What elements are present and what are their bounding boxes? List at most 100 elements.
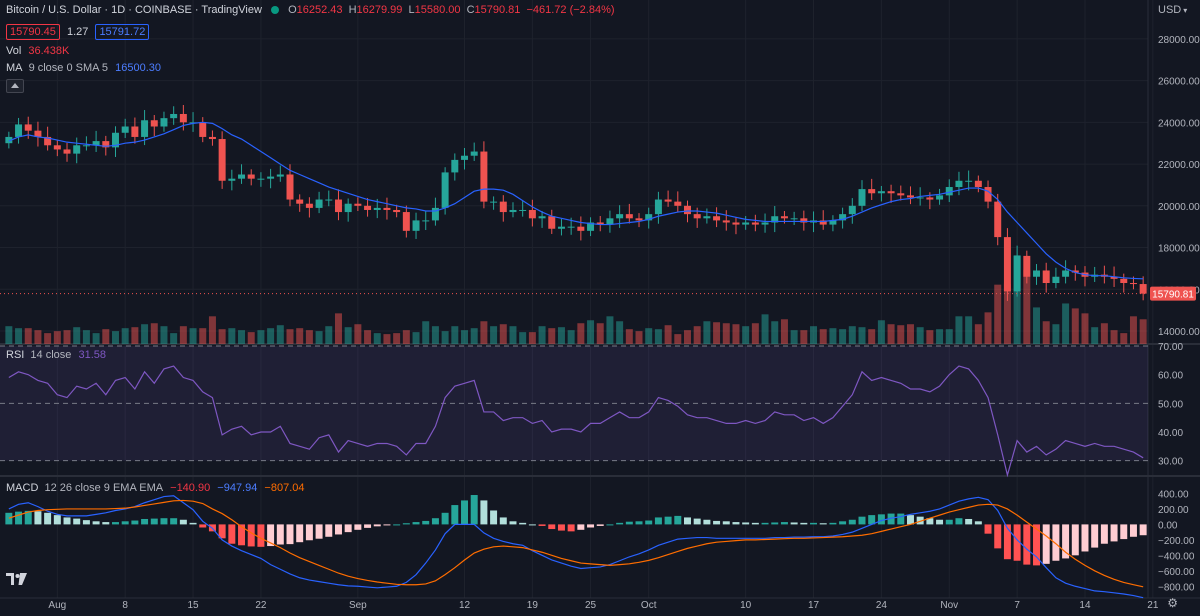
currency-selector[interactable]: USD ▾ <box>1158 4 1187 16</box>
candle-body <box>751 222 759 225</box>
macd-hist-value: −140.90 <box>170 482 211 494</box>
macd-hist-bar <box>247 524 255 547</box>
macd-hist-bar <box>926 518 934 525</box>
macd-hist-bar <box>887 513 895 525</box>
candle-body <box>557 226 565 229</box>
volume-bar <box>761 314 769 344</box>
volume-bar <box>257 330 265 344</box>
macd-hist-bar <box>461 500 468 525</box>
collapse-legend-icon[interactable] <box>6 79 24 93</box>
volume-bar <box>112 331 119 344</box>
tradingview-logo-icon[interactable] <box>6 572 28 586</box>
macd-hist-bar <box>606 524 614 526</box>
rsi-tick-label: 50.00 <box>1158 399 1183 410</box>
macd-signal-value: −807.04 <box>264 482 305 494</box>
candle-body <box>819 220 827 225</box>
candle-body <box>112 132 119 148</box>
macd-hist-bar <box>771 522 779 525</box>
volume-bar <box>276 325 284 344</box>
volume-bar <box>868 329 876 344</box>
macd-hist-bar <box>92 521 100 525</box>
candle-body <box>470 151 478 156</box>
candle-body <box>635 218 643 221</box>
gear-icon[interactable]: ⚙ <box>1167 596 1178 610</box>
volume-bar <box>577 323 585 344</box>
candle-body <box>461 155 468 160</box>
price-tick-label: 14000.00 <box>1158 327 1200 338</box>
candle-body <box>422 220 430 222</box>
macd-hist-bar <box>1091 524 1099 548</box>
candle-body <box>160 118 168 127</box>
volume-bar <box>451 326 459 344</box>
volume-bar <box>179 326 187 344</box>
symbol-legend: Bitcoin / U.S. Dollar · 1D · COINBASE · … <box>6 4 615 16</box>
time-tick-label: 21 <box>1147 600 1159 611</box>
volume-bar <box>218 329 226 344</box>
volume-bar <box>1003 283 1011 344</box>
volume-bar <box>470 328 478 344</box>
time-tick-label: 17 <box>808 600 820 611</box>
macd-hist-bar <box>24 510 32 525</box>
macd-hist-bar <box>179 519 187 525</box>
candle-body <box>179 113 187 123</box>
candle-body <box>800 218 808 223</box>
volume-bar <box>247 332 255 344</box>
volume-bar <box>674 334 682 344</box>
candle-body <box>276 174 284 177</box>
candle-body <box>645 214 653 221</box>
volume-bar <box>1062 303 1070 344</box>
high-value: 16279.99 <box>356 4 403 16</box>
symbol-title: Bitcoin / U.S. Dollar · 1D · COINBASE · … <box>6 4 262 16</box>
candle-body <box>141 120 149 137</box>
macd-hist-bar <box>15 511 23 525</box>
candle-body <box>480 151 488 202</box>
candle-body <box>955 180 963 188</box>
change-value: −461.72 (−2.84%) <box>526 4 615 16</box>
volume-bar <box>34 330 42 344</box>
price-tick-label: 22000.00 <box>1158 160 1200 171</box>
volume-bar <box>1081 313 1089 344</box>
volume-bar <box>606 316 614 344</box>
candle-body <box>267 176 275 179</box>
sell-button[interactable]: 15790.45 <box>6 24 60 40</box>
macd-hist-bar <box>567 524 575 532</box>
macd-hist-bar <box>596 524 604 526</box>
volume-legend[interactable]: Vol 36.438K <box>6 45 69 57</box>
macd-hist-bar <box>1062 524 1070 559</box>
macd-hist-bar <box>984 524 992 534</box>
volume-bar <box>635 331 643 344</box>
rsi-legend[interactable]: RSI 14 close 31.58 <box>6 349 106 361</box>
time-tick-label: Oct <box>641 600 657 611</box>
volume-bar <box>15 328 23 344</box>
time-tick-label: Sep <box>349 600 367 611</box>
volume-bar <box>819 329 827 344</box>
buy-button[interactable]: 15791.72 <box>95 24 150 40</box>
macd-hist-bar <box>470 495 478 525</box>
candle-body <box>150 120 158 127</box>
candle-body <box>877 191 885 194</box>
volume-bar <box>994 284 1002 344</box>
candle-body <box>412 220 420 231</box>
time-tick-label: 15 <box>187 600 199 611</box>
macd-hist-bar <box>402 523 410 525</box>
candle-body <box>1062 270 1070 277</box>
volume-bar <box>160 326 168 344</box>
volume-bar <box>936 329 944 344</box>
high-label: H <box>348 4 357 16</box>
volume-bar <box>373 333 381 344</box>
macd-tick-label: 0.00 <box>1158 520 1178 531</box>
macd-hist-bar <box>945 519 953 525</box>
macd-hist-bar <box>199 524 207 528</box>
candle-body <box>713 216 721 221</box>
volume-bar <box>44 333 52 344</box>
macd-hist-bar <box>82 520 90 525</box>
macd-hist-bar <box>684 517 691 525</box>
volume-bar <box>305 330 313 344</box>
candle-body <box>92 141 100 146</box>
candle-body <box>1003 237 1011 292</box>
volume-bar <box>383 334 391 344</box>
rsi-label: RSI <box>6 349 25 361</box>
macd-legend[interactable]: MACD 12 26 close 9 EMA EMA −140.90 −947.… <box>6 482 305 494</box>
ma-legend[interactable]: MA 9 close 0 SMA 5 16500.30 <box>6 62 161 74</box>
